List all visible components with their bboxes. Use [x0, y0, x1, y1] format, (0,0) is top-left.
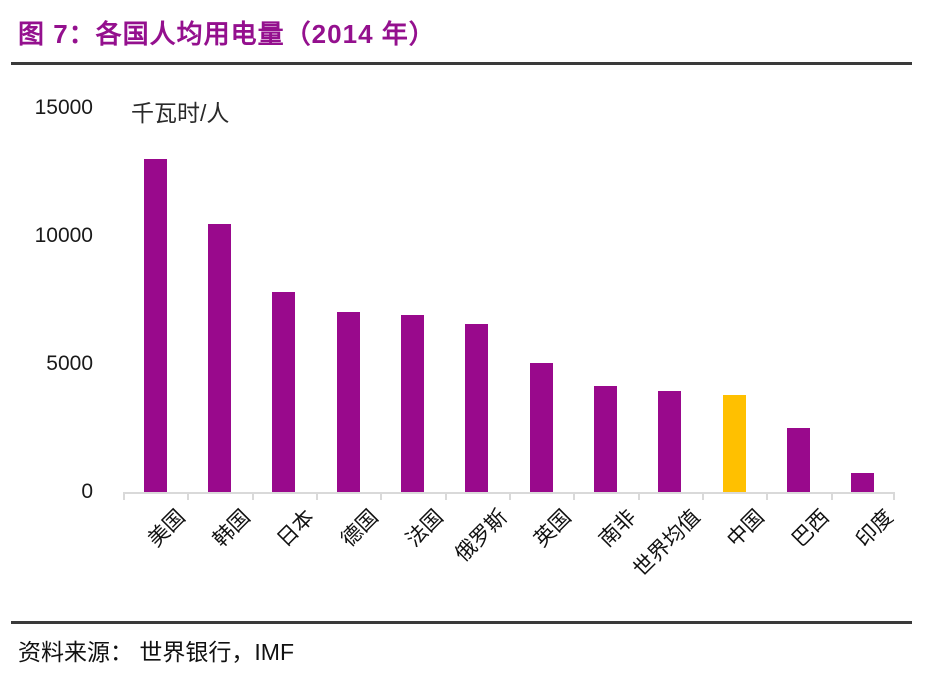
y-tick-label: 0 — [81, 480, 93, 503]
bar-日本 — [272, 292, 296, 492]
x-axis-tick — [380, 492, 383, 500]
x-axis-tick — [509, 492, 511, 500]
x-axis-tick — [637, 492, 640, 500]
bar-巴西 — [787, 428, 810, 492]
y-tick-label: 15000 — [34, 96, 93, 119]
y-tick-label: 10000 — [34, 224, 93, 247]
y-axis: 0 5000 10000 15000 — [0, 0, 93, 678]
bar-美国 — [143, 159, 167, 492]
y-tick-label: 5000 — [46, 352, 93, 375]
x-axis-tick — [444, 492, 447, 500]
chart-title: 图 7：各国人均用电量（2014 年） — [18, 19, 436, 49]
y-axis-unit-label: 千瓦时/人 — [131, 100, 230, 126]
bar-俄罗斯 — [465, 324, 489, 492]
x-label-印度: 印度 — [851, 505, 898, 552]
x-axis-tick — [573, 492, 576, 500]
x-label-法国: 法国 — [401, 505, 448, 552]
x-axis-tick — [893, 492, 895, 500]
x-label-俄罗斯: 俄罗斯 — [450, 505, 512, 567]
x-label-日本: 日本 — [272, 505, 319, 552]
bar-世界均值 — [658, 390, 682, 492]
source-text: 资料来源： 世界银行，IMF — [18, 639, 294, 665]
x-label-美国: 美国 — [143, 505, 190, 552]
x-axis-tick — [316, 492, 318, 500]
x-axis-tick — [702, 492, 704, 500]
title-divider-line — [11, 62, 912, 65]
x-axis-tick — [830, 492, 833, 500]
bar-南非 — [594, 385, 617, 492]
x-axis-tick — [766, 492, 769, 500]
x-label-德国: 德国 — [336, 505, 383, 552]
x-axis-tick — [123, 492, 125, 500]
x-label-南非: 南非 — [594, 505, 641, 552]
x-label-英国: 英国 — [529, 505, 576, 552]
x-label-中国: 中国 — [722, 505, 769, 552]
x-label-世界均值: 世界均值 — [628, 505, 705, 582]
x-label-韩国: 韩国 — [208, 505, 255, 552]
bar-英国 — [529, 362, 553, 492]
bar-印度 — [851, 472, 875, 492]
bar-韩国 — [208, 224, 231, 492]
x-label-巴西: 巴西 — [787, 505, 834, 552]
bar-法国 — [401, 315, 424, 492]
plot-area: 美国 韩国 日本 德国 法国 俄罗斯 英国 南非 世界均值 中国 巴西 印度 — [123, 108, 898, 581]
bar-德国 — [336, 311, 360, 492]
x-axis-tick — [187, 492, 190, 500]
x-axis-tick — [251, 492, 254, 500]
bar-中国 — [722, 394, 746, 492]
footer-divider-line — [11, 621, 912, 624]
